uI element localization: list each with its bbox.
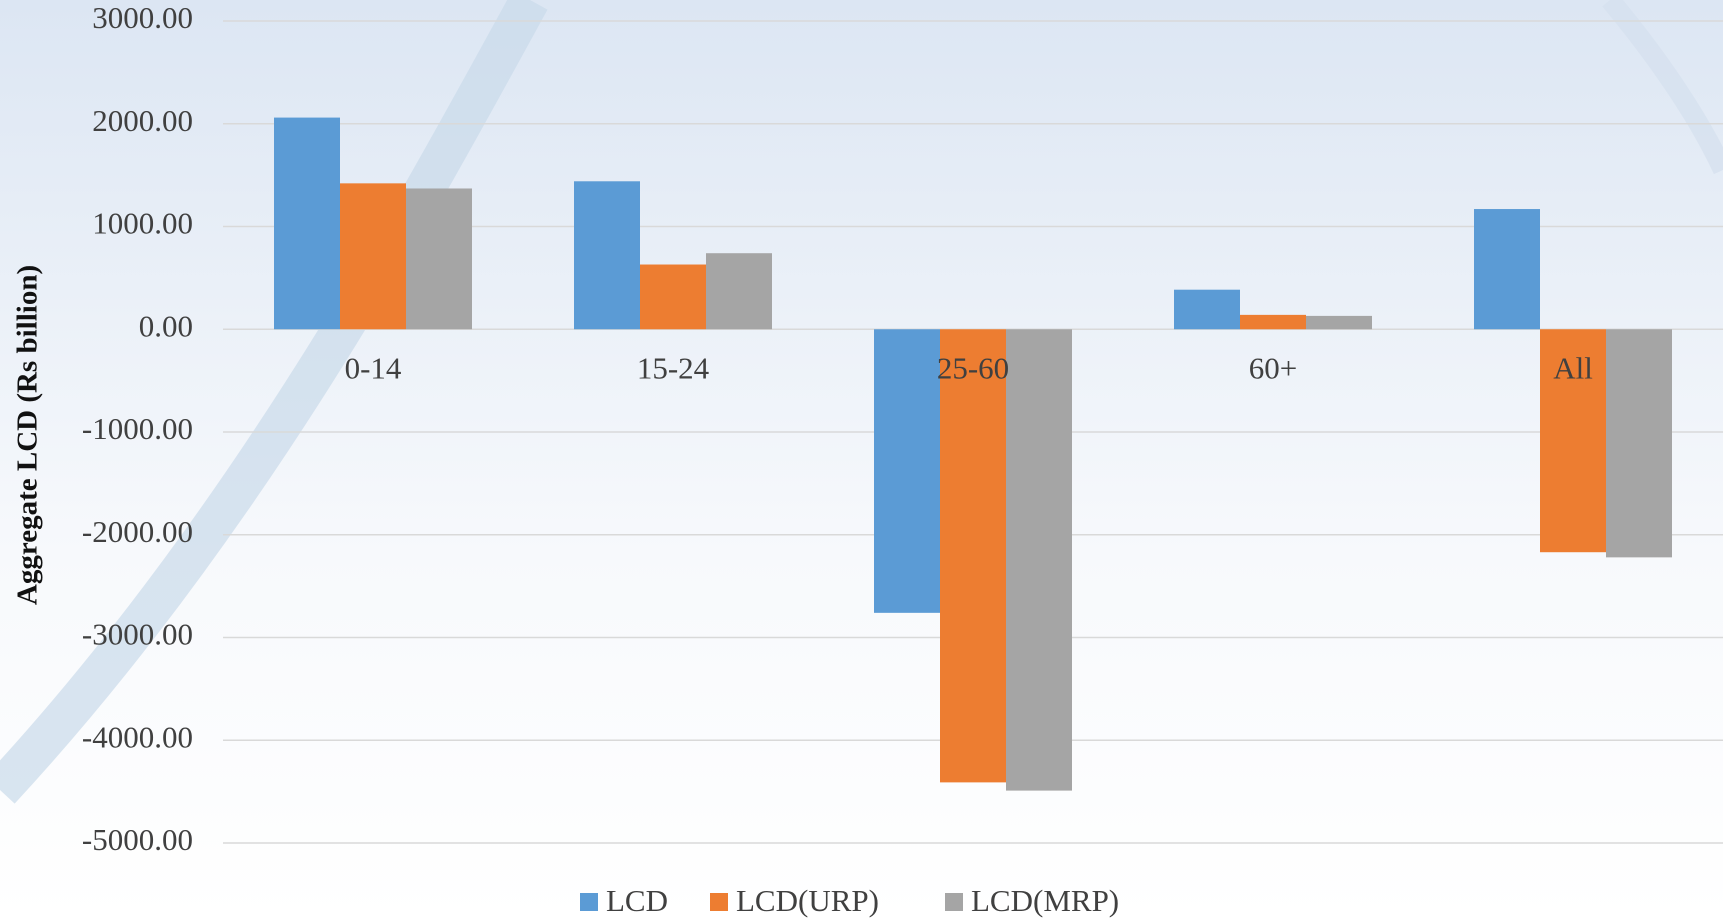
bar bbox=[406, 188, 472, 330]
y-tick-label: -2000.00 bbox=[82, 514, 193, 549]
decor-arc bbox=[1602, 0, 1723, 175]
bar bbox=[1306, 315, 1372, 330]
decor-arc bbox=[0, 0, 548, 804]
legend-label: LCD(MRP) bbox=[971, 883, 1119, 918]
x-tick-label: All bbox=[1553, 350, 1593, 385]
y-tick-label: -4000.00 bbox=[82, 719, 193, 754]
y-tick-label: 0.00 bbox=[139, 308, 193, 343]
y-tick-label: -3000.00 bbox=[82, 617, 193, 652]
bar bbox=[706, 253, 772, 330]
bar bbox=[340, 183, 406, 330]
y-axis-title: Aggregate LCD (Rs billion) bbox=[12, 265, 44, 605]
x-tick-label: 15-24 bbox=[637, 350, 710, 385]
bar bbox=[1006, 329, 1072, 791]
bar bbox=[574, 181, 640, 330]
y-tick-label: 1000.00 bbox=[92, 206, 193, 241]
legend-label: LCD bbox=[606, 883, 668, 918]
legend-swatch bbox=[710, 893, 728, 911]
x-tick-label: 0-14 bbox=[345, 350, 402, 385]
x-tick-label: 25-60 bbox=[937, 350, 1009, 385]
bar bbox=[1474, 209, 1540, 330]
y-tick-label: 2000.00 bbox=[92, 103, 193, 138]
bar bbox=[874, 329, 940, 613]
bar bbox=[1606, 329, 1672, 558]
bar bbox=[640, 264, 706, 330]
bar bbox=[1540, 329, 1606, 553]
legend-label: LCD(URP) bbox=[736, 883, 879, 918]
legend-swatch bbox=[945, 893, 963, 911]
x-tick-label: 60+ bbox=[1249, 350, 1297, 385]
y-tick-label: -1000.00 bbox=[82, 411, 193, 446]
bar bbox=[1240, 314, 1306, 330]
bar bbox=[1174, 289, 1240, 330]
bar bbox=[274, 117, 340, 330]
legend-swatch bbox=[580, 893, 598, 911]
bar bbox=[940, 329, 1006, 783]
y-tick-label: -5000.00 bbox=[82, 822, 193, 857]
y-tick-label: 3000.00 bbox=[92, 0, 193, 35]
